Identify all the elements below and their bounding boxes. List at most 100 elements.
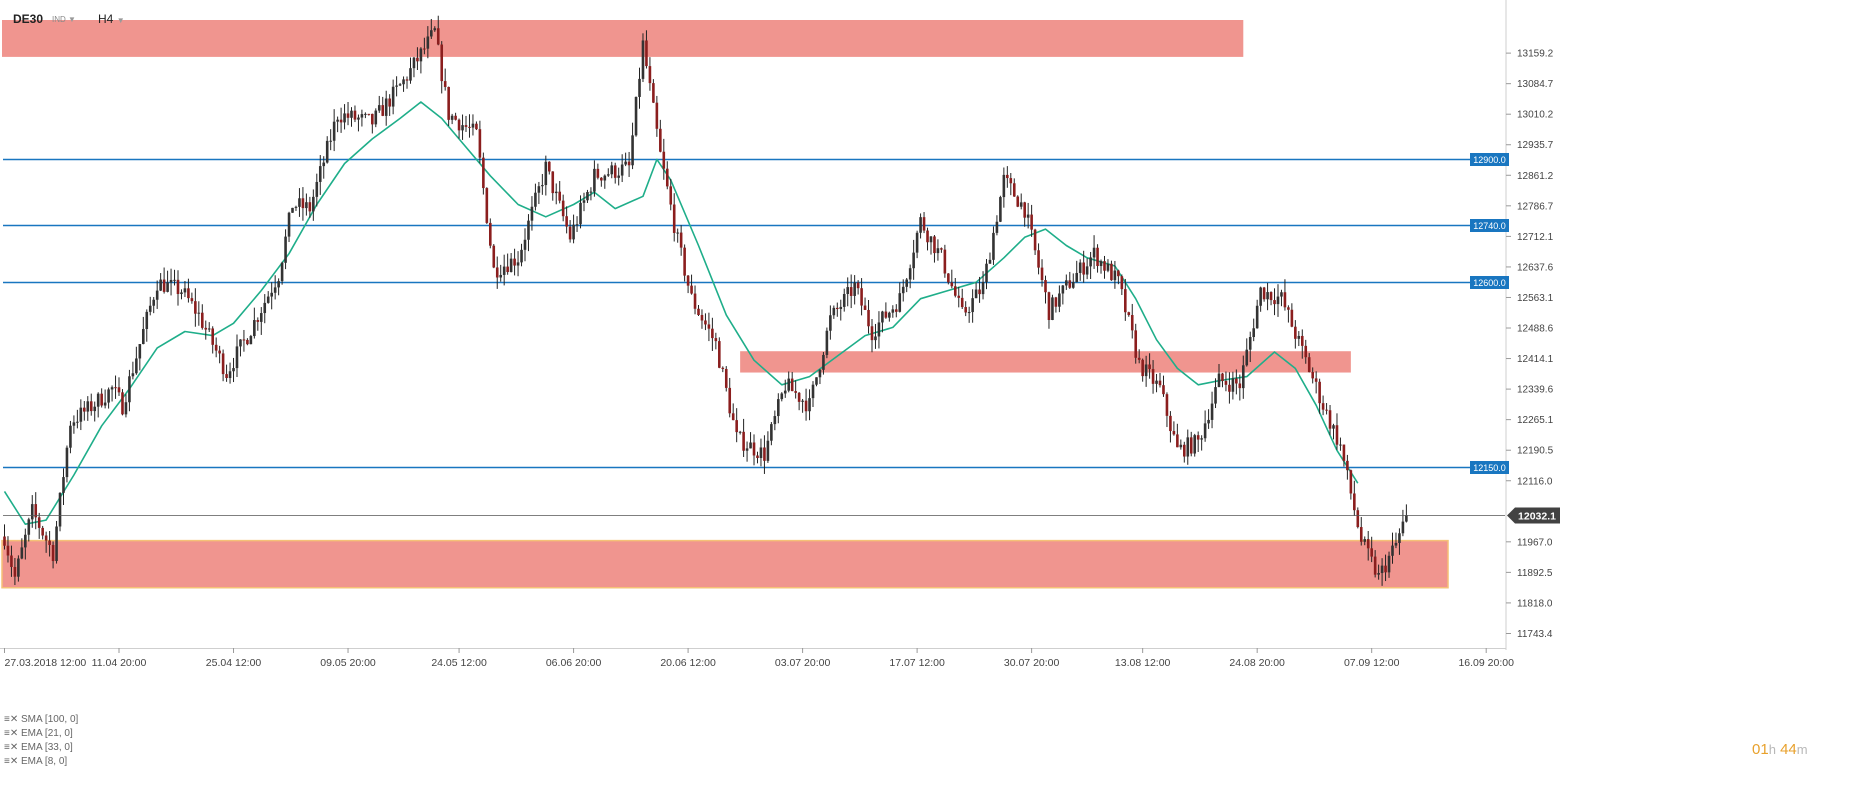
x-tick-label: 25.04 12:00: [206, 657, 262, 669]
list-icon[interactable]: ≡: [4, 742, 10, 753]
candle-bull: [471, 123, 475, 128]
candle-bull: [329, 140, 332, 142]
list-icon[interactable]: ≡: [4, 756, 10, 767]
candle-bear: [627, 161, 631, 166]
candle-bear: [187, 288, 190, 299]
candle-bear: [468, 126, 471, 128]
current-price-label: 12032.1: [1518, 511, 1556, 523]
candle-bear: [1290, 309, 1294, 327]
candle-bull: [138, 344, 142, 359]
candle-bull: [377, 105, 381, 111]
candle-bull: [232, 368, 235, 372]
candle-bull: [839, 306, 843, 310]
candle-bear: [51, 545, 55, 562]
candle-bull: [999, 197, 1002, 222]
x-tick-label: 03.07 20:00: [775, 657, 831, 669]
candle-bear: [867, 309, 870, 327]
candle-bear: [44, 535, 48, 541]
candle-bear: [731, 413, 735, 421]
candle-bull: [24, 534, 27, 548]
candle-bull: [1207, 419, 1210, 424]
candle-bull: [402, 79, 405, 85]
candle-bear: [665, 168, 669, 187]
candle-bull: [1019, 202, 1023, 207]
candle-bear: [1196, 435, 1200, 440]
indicator-params: [100, 0]: [44, 714, 79, 725]
asset-class-label[interactable]: IND ▼: [52, 15, 76, 24]
candle-bear: [457, 119, 461, 131]
candle-bear: [943, 249, 947, 274]
candle-bear: [1023, 202, 1026, 218]
candle-bear: [711, 328, 714, 339]
level-label-bg: [1470, 153, 1509, 166]
list-icon[interactable]: ≡: [4, 728, 10, 739]
level-label: 12900.0: [1473, 155, 1506, 165]
indicator-row[interactable]: ≡✕ EMA [8, 0]: [4, 755, 78, 769]
candle-bull: [1252, 328, 1255, 338]
candle-bull: [1051, 297, 1054, 321]
close-icon[interactable]: ✕: [9, 756, 19, 767]
candle-bull: [610, 165, 614, 175]
candle-bear: [1366, 539, 1370, 549]
current-price-badge: [1507, 507, 1560, 524]
candle-bear: [1054, 297, 1058, 307]
candle-bull: [253, 320, 256, 337]
candle-bear: [804, 400, 808, 412]
candle-bull: [391, 86, 395, 107]
candle-bull: [579, 202, 582, 225]
chevron-down-icon[interactable]: ▼: [116, 16, 125, 25]
candle-bull: [881, 311, 884, 323]
y-tick-label: 12190.5: [1517, 446, 1554, 457]
list-icon[interactable]: ≡: [4, 714, 10, 725]
candle-bull: [1332, 425, 1335, 429]
timeframe-selector[interactable]: H4 ▼: [98, 12, 125, 26]
candle-bull: [971, 298, 974, 313]
chevron-down-icon[interactable]: ▼: [68, 15, 76, 24]
close-icon[interactable]: ✕: [9, 742, 19, 753]
candle-bull: [409, 68, 412, 81]
candle-bull: [65, 447, 69, 478]
candle-bear: [13, 566, 17, 577]
indicator-label: EMA: [21, 742, 43, 753]
indicator-label: SMA: [21, 714, 43, 725]
candle-bull: [606, 174, 610, 176]
price-axis[interactable]: 13159.2 13084.7 13010.2 12935.7 12861.2 12786…: [1506, 49, 1554, 640]
candle-bear: [1176, 434, 1179, 448]
candle-bull: [527, 220, 530, 240]
candle-bear: [367, 113, 371, 115]
horizontal-levels[interactable]: 12900.0 12740.0 12600.0 12150.0: [3, 153, 1509, 474]
candle-bear: [672, 204, 676, 233]
candle-bear: [482, 157, 485, 189]
candle-bull: [832, 307, 836, 316]
candle-bear: [1110, 263, 1113, 281]
candle-bull: [1276, 296, 1280, 305]
candle-bull: [1075, 272, 1079, 283]
candle-bull: [1113, 270, 1117, 281]
candle-bear: [204, 327, 208, 330]
candle-bear: [211, 328, 214, 345]
x-tick-label: 17.07 12:00: [889, 657, 945, 669]
candle-bull: [298, 198, 301, 207]
x-tick-label: 16.09 20:00: [1458, 657, 1514, 669]
candle-bull: [350, 110, 353, 118]
time-axis[interactable]: 27.03.2018 12:00 11.04 20:00 25.04 12:00 09…: [4, 648, 1515, 669]
indicator-row[interactable]: ≡✕ SMA [100, 0]: [4, 713, 78, 727]
close-icon[interactable]: ✕: [9, 714, 19, 725]
close-icon[interactable]: ✕: [9, 728, 19, 739]
candle-bear: [724, 368, 728, 388]
candle-bear: [1311, 372, 1314, 379]
y-tick-label: 11892.5: [1517, 568, 1553, 579]
indicator-row[interactable]: ≡✕ EMA [21, 0]: [4, 727, 78, 741]
candle-bear: [547, 161, 551, 172]
candle-bull: [183, 288, 187, 293]
candle-bear: [454, 115, 457, 120]
candle-bull: [777, 399, 780, 417]
candle-bear: [214, 344, 218, 351]
candle-bear: [1283, 292, 1287, 308]
indicator-row[interactable]: ≡✕ EMA [33, 0]: [4, 741, 78, 755]
candle-bull: [1186, 437, 1190, 457]
symbol-label[interactable]: DE30: [13, 12, 44, 26]
candle-bull: [1401, 521, 1405, 534]
candle-bear: [940, 248, 943, 250]
